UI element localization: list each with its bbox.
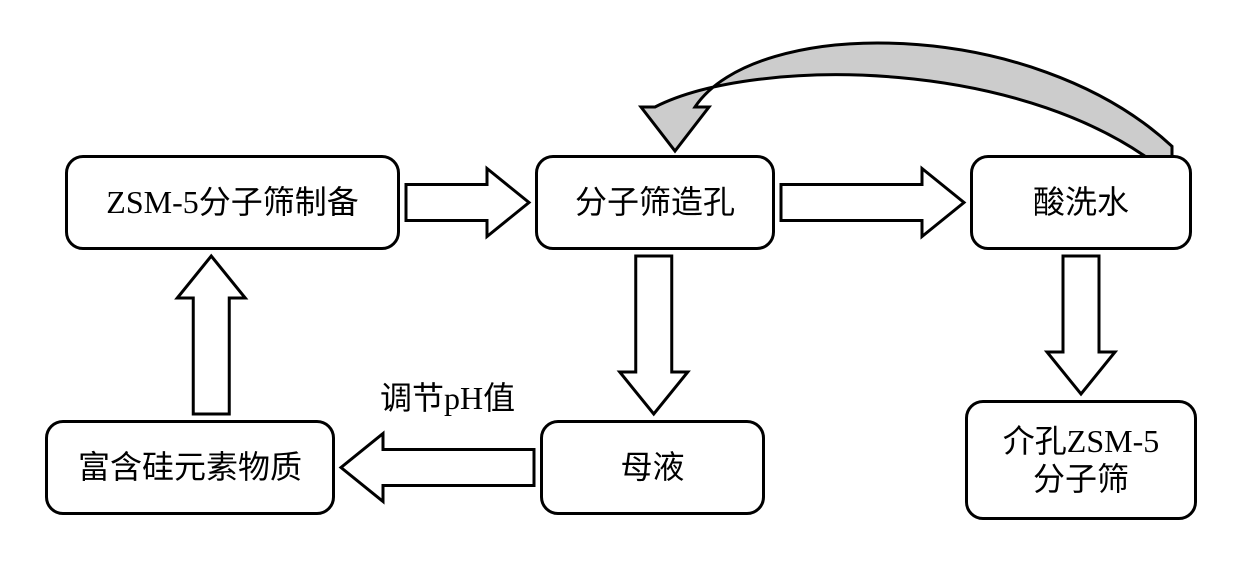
arrow-e_silicon_prep	[177, 256, 245, 414]
arrow-e_prep_pore	[406, 169, 529, 237]
arrow-e_acid_meso	[1047, 256, 1115, 394]
edge-label-e_mother_silicon: 调节pH值	[380, 373, 515, 419]
arrow-e_pore_mother	[620, 256, 688, 414]
flowchart-stage: ZSM-5分子筛制备 分子筛造孔 酸洗水富含硅元素物质 母液 介孔ZSM-5 分子筛 调节…	[0, 0, 1253, 563]
node-silicon: 富含硅元素物质	[45, 420, 335, 515]
node-mother: 母液	[540, 420, 765, 515]
node-acid: 酸洗水	[970, 155, 1192, 250]
arrow-e_pore_acid	[781, 169, 964, 237]
node-meso: 介孔ZSM-5 分子筛	[965, 400, 1197, 520]
arrow-e_mother_silicon	[341, 434, 534, 502]
node-pore: 分子筛造孔	[535, 155, 775, 250]
node-prep: ZSM-5分子筛制备	[65, 155, 400, 250]
